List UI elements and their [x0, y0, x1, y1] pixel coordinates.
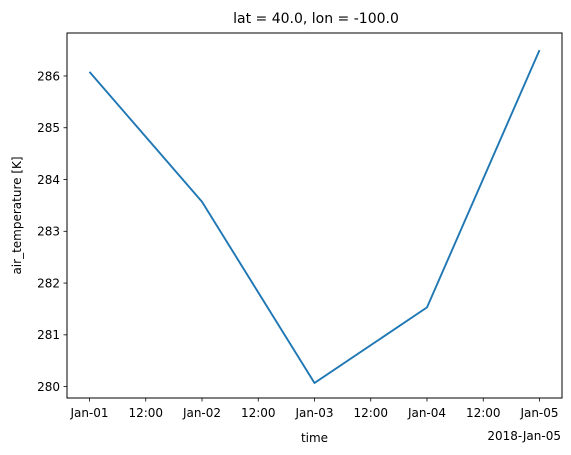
x-tick-label: Jan-02 — [182, 406, 221, 420]
y-tick-label: 282 — [37, 276, 60, 290]
x-tick-label: Jan-04 — [407, 406, 446, 420]
x-tick-label: 12:00 — [241, 406, 276, 420]
x-tick-label: Jan-03 — [294, 406, 333, 420]
series-line — [88, 49, 541, 384]
y-tick-label: 281 — [37, 328, 60, 342]
x-axis-ticks: Jan-01 12:00 Jan-02 12:00 Jan-03 12:00 Jan-04 1… — [69, 398, 559, 420]
y-tick-label: 284 — [37, 173, 60, 187]
y-tick-label: 280 — [37, 380, 60, 394]
x-axis-label: time — [301, 431, 328, 445]
chart-title: lat = 40.0, lon = -100.0 — [233, 11, 399, 27]
axes-frame — [66, 32, 563, 399]
y-axis-ticks: 280 281 282 283 284 285 286 — [37, 69, 67, 394]
x-tick-label: 12:00 — [128, 406, 163, 420]
x-tick-label: Jan-01 — [69, 406, 108, 420]
series-layer — [88, 49, 541, 384]
x-tick-label: 12:00 — [353, 406, 388, 420]
plot-area: 280 281 282 283 284 285 286 Jan-01 12:00 Jan-02 1… — [37, 32, 563, 420]
x-axis-offset-label: 2018-Jan-05 — [487, 429, 561, 443]
y-tick-label: 286 — [37, 69, 60, 83]
x-tick-label: Jan-05 — [519, 406, 558, 420]
y-tick-label: 285 — [37, 121, 60, 135]
x-tick-label: 12:00 — [466, 406, 501, 420]
y-axis-label: air_temperature [K] — [10, 156, 24, 274]
y-tick-label: 283 — [37, 225, 60, 239]
